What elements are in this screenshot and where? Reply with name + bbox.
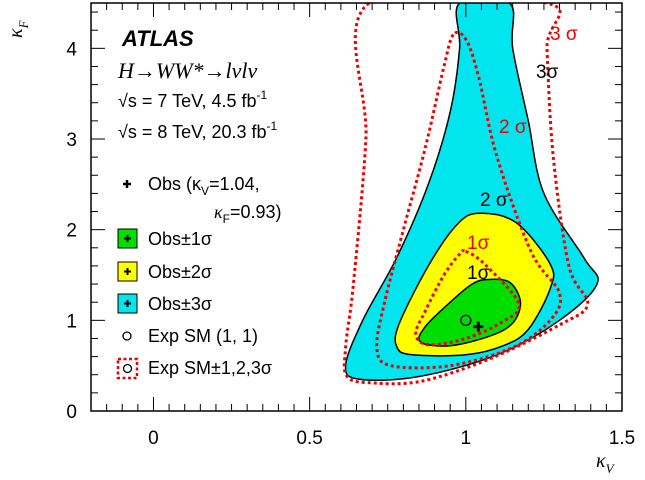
- legend-obs-3sigma-label: Obs±3σ: [148, 294, 212, 314]
- legend-observed-label: Obs (κV=1.04,: [148, 174, 260, 198]
- contour-label-exp-3sigma: 3 σ: [550, 24, 578, 45]
- observed-contours: [344, 3, 599, 382]
- legend-exp-sm-sigma-marker: [122, 363, 133, 374]
- contour-label-obs-3sigma: 3σ: [536, 62, 559, 83]
- y-tick-label: 4: [66, 39, 77, 60]
- atlas-label: ATLAS: [121, 26, 194, 51]
- legend-exp-sm: Exp SM (1, 1): [122, 326, 258, 346]
- x-axis-label: κV: [596, 450, 616, 476]
- contour-label-obs-1sigma: 1σ: [467, 263, 490, 284]
- legend-exp-sm-sigma-label: Exp SM±1,2,3σ: [148, 358, 272, 378]
- markers: [460, 314, 484, 332]
- contour-label-exp-1sigma: 1σ: [467, 233, 490, 254]
- expected-contour-2sigma: [375, 30, 562, 370]
- observed-best-fit-point: [473, 321, 484, 332]
- legend-exp-sm-sigma-swatch: [116, 357, 139, 380]
- expected-contour-1sigma: [414, 249, 521, 347]
- legend-exp-sm-label: Exp SM (1, 1): [148, 326, 258, 346]
- legend-obs-1sigma-marker: [124, 235, 131, 242]
- contour-label-obs-2sigma: 2 σ: [480, 190, 508, 211]
- observed-contour-1sigma: [418, 278, 522, 347]
- dataset-7tev: √s = 7 TeV, 4.5 fb-1: [118, 88, 267, 111]
- process-label: H→WW*→lνlν: [117, 58, 258, 83]
- legend-obs-1sigma: Obs±1σ: [117, 228, 212, 249]
- legend-observed-label-2: κF=0.93): [214, 202, 282, 226]
- y-tick-label: 0: [66, 402, 77, 423]
- expected-contours: [342, 3, 590, 386]
- legend-obs-2sigma-marker: [124, 268, 131, 275]
- expected-sm-point: [460, 314, 472, 326]
- legend: Obs (κV=1.04, κF=0.93) Obs±1σ Obs±2σ Obs…: [116, 174, 282, 380]
- x-tick-label: 0.5: [296, 428, 322, 449]
- y-tick-label: 3: [66, 130, 77, 151]
- contour-label-exp-2sigma: 2 σ: [499, 117, 527, 138]
- x-axis: 0 0.5 1 1.5: [90, 3, 635, 449]
- legend-observed: Obs (κV=1.04, κF=0.93): [123, 174, 282, 226]
- x-tick-label: 1.5: [609, 428, 635, 449]
- legend-observed-marker: [123, 180, 131, 188]
- legend-obs-3sigma: Obs±3σ: [117, 293, 212, 314]
- x-tick-label: 0: [148, 428, 159, 449]
- x-tick-label: 1: [461, 428, 472, 449]
- legend-obs-2sigma-label: Obs±2σ: [148, 262, 212, 282]
- y-axis-label: κF: [5, 19, 31, 38]
- y-tick-label: 1: [66, 311, 77, 332]
- legend-obs-1sigma-label: Obs±1σ: [148, 229, 212, 249]
- y-tick-label: 2: [66, 221, 77, 242]
- y-axis: 0 1 2 3 4: [66, 11, 622, 423]
- legend-exp-sm-sigma: Exp SM±1,2,3σ: [116, 357, 272, 380]
- legend-exp-sm-marker: [122, 331, 132, 341]
- legend-obs-2sigma: Obs±2σ: [117, 261, 212, 282]
- dataset-8tev: √s = 8 TeV, 20.3 fb-1: [118, 119, 277, 142]
- legend-obs-3sigma-marker: [124, 300, 131, 307]
